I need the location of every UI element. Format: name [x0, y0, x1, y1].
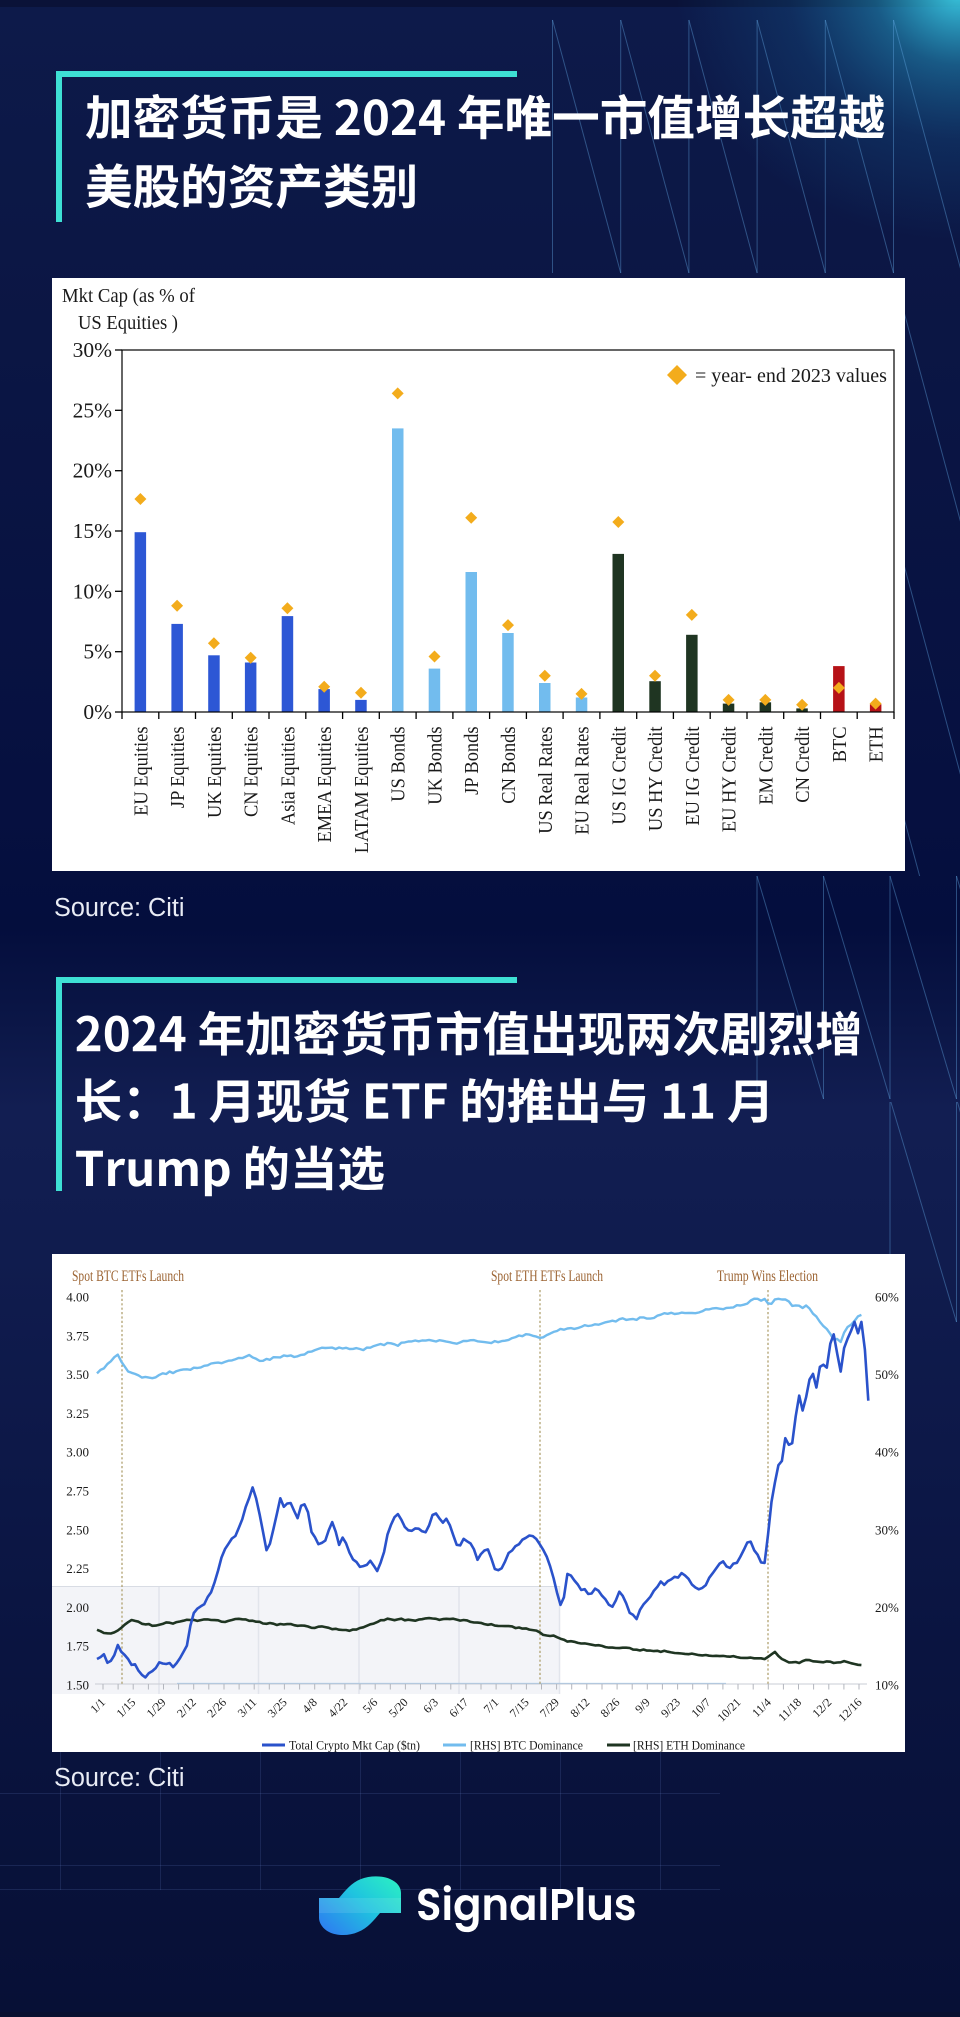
svg-text:1.75: 1.75 [66, 1639, 89, 1654]
svg-text:2.75: 2.75 [66, 1484, 89, 1499]
svg-text:[RHS] BTC Dominance: [RHS] BTC Dominance [470, 1738, 583, 1753]
svg-text:Total Crypto Mkt Cap ($tn): Total Crypto Mkt Cap ($tn) [289, 1738, 420, 1753]
svg-text:1/1: 1/1 [87, 1695, 108, 1716]
svg-text:20%: 20% [875, 1600, 899, 1615]
svg-text:7/1: 7/1 [481, 1695, 502, 1716]
svg-text:EU IG Credit: EU IG Credit [682, 726, 704, 825]
svg-text:3.00: 3.00 [66, 1445, 89, 1460]
svg-text:0%: 0% [83, 700, 112, 724]
svg-text:25%: 25% [73, 398, 113, 422]
svg-text:US Equities ): US Equities ) [78, 313, 178, 334]
svg-text:1.50: 1.50 [66, 1678, 89, 1693]
svg-text:JP Equities: JP Equities [167, 726, 189, 808]
svg-text:EU HY Credit: EU HY Credit [719, 726, 741, 832]
svg-text:Mkt Cap (as % of: Mkt Cap (as % of [62, 286, 195, 307]
svg-text:EU Equities: EU Equities [130, 726, 152, 816]
svg-text:5%: 5% [83, 640, 112, 664]
svg-text:Spot BTC ETFs Launch: Spot BTC ETFs Launch [72, 1268, 184, 1285]
svg-text:10%: 10% [73, 579, 113, 603]
svg-text:Asia Equities: Asia Equities [277, 726, 299, 825]
svg-text:UK Bonds: UK Bonds [425, 726, 447, 804]
svg-text:1/29: 1/29 [144, 1695, 169, 1720]
svg-text:4/8: 4/8 [299, 1695, 320, 1716]
svg-text:11/18: 11/18 [775, 1695, 804, 1724]
svg-text:2/26: 2/26 [204, 1695, 229, 1720]
svg-text:30%: 30% [875, 1522, 899, 1537]
svg-text:UK Equities: UK Equities [204, 726, 226, 818]
svg-text:7/29: 7/29 [537, 1695, 562, 1720]
svg-text:1/15: 1/15 [113, 1695, 138, 1720]
svg-text:US HY Credit: US HY Credit [645, 726, 667, 831]
svg-text:10%: 10% [875, 1678, 899, 1693]
svg-text:Trump Wins Election: Trump Wins Election [717, 1268, 818, 1285]
svg-text:5/6: 5/6 [360, 1695, 381, 1716]
svg-text:2/12: 2/12 [174, 1695, 199, 1720]
svg-text:CN Bonds: CN Bonds [498, 726, 520, 803]
svg-text:11/4: 11/4 [749, 1695, 774, 1720]
svg-text:CN Credit: CN Credit [792, 726, 814, 803]
svg-text:2.50: 2.50 [66, 1522, 89, 1537]
svg-text:60%: 60% [875, 1290, 899, 1305]
svg-text:3.50: 3.50 [66, 1367, 89, 1382]
svg-text:EMEA Equities: EMEA Equities [314, 726, 336, 842]
svg-text:Spot ETH ETFs Launch: Spot ETH ETFs Launch [491, 1268, 603, 1285]
svg-text:4/22: 4/22 [325, 1695, 350, 1720]
svg-text:3.75: 3.75 [66, 1328, 89, 1343]
svg-text:LATAM Equities: LATAM Equities [351, 726, 373, 853]
svg-text:2.25: 2.25 [66, 1561, 89, 1576]
svg-text:2.00: 2.00 [66, 1600, 89, 1615]
svg-text:8/26: 8/26 [598, 1695, 623, 1720]
svg-text:8/12: 8/12 [567, 1695, 592, 1720]
svg-text:US IG Credit: US IG Credit [608, 726, 630, 824]
svg-text:JP Bonds: JP Bonds [461, 726, 483, 795]
svg-text:9/23: 9/23 [658, 1695, 683, 1720]
svg-text:10/7: 10/7 [688, 1695, 713, 1720]
svg-text:5/20: 5/20 [386, 1695, 411, 1720]
svg-text:US Real Rates: US Real Rates [535, 726, 557, 833]
svg-text:3.25: 3.25 [66, 1406, 89, 1421]
svg-text:20%: 20% [73, 459, 113, 483]
svg-text:EU Real Rates: EU Real Rates [572, 726, 594, 834]
svg-text:6/17: 6/17 [446, 1695, 471, 1720]
svg-text:6/3: 6/3 [420, 1695, 441, 1716]
svg-text:4.00: 4.00 [66, 1290, 89, 1305]
svg-text:3/25: 3/25 [265, 1695, 290, 1720]
svg-text:40%: 40% [875, 1445, 899, 1460]
svg-text:US Bonds: US Bonds [388, 726, 410, 801]
svg-text:[RHS] ETH Dominance: [RHS] ETH Dominance [633, 1738, 745, 1753]
svg-text:ETH: ETH [866, 727, 888, 763]
svg-text:= year- end 2023 values: = year- end 2023 values [695, 365, 887, 387]
svg-text:3/11: 3/11 [235, 1695, 260, 1720]
svg-text:BTC: BTC [829, 727, 851, 763]
svg-text:12/16: 12/16 [835, 1695, 864, 1724]
svg-text:30%: 30% [73, 338, 113, 362]
svg-text:15%: 15% [73, 519, 113, 543]
svg-text:CN Equities: CN Equities [241, 726, 263, 817]
svg-text:EM Credit: EM Credit [755, 726, 777, 805]
svg-text:9/9: 9/9 [632, 1695, 653, 1716]
svg-text:50%: 50% [875, 1367, 899, 1382]
svg-text:7/15: 7/15 [507, 1695, 532, 1720]
svg-text:10/21: 10/21 [714, 1695, 743, 1724]
svg-text:12/2: 12/2 [809, 1695, 834, 1720]
